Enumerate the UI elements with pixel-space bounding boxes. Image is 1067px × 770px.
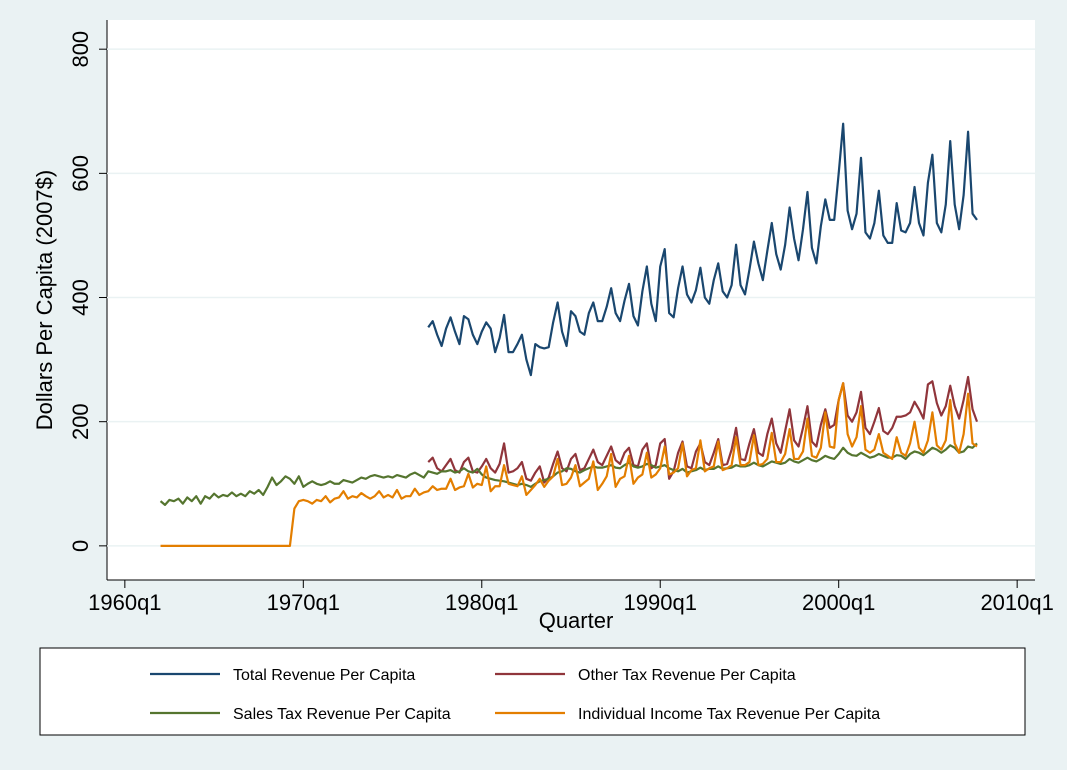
legend-label: Other Tax Revenue Per Capita [578, 667, 796, 684]
legend-label: Sales Tax Revenue Per Capita [233, 706, 451, 723]
x-tick-label: 2000q1 [802, 590, 875, 615]
y-tick-label: 0 [68, 540, 93, 552]
y-axis-title: Dollars Per Capita (2007$) [32, 170, 57, 430]
x-axis-title: Quarter [539, 608, 614, 633]
legend-label: Individual Income Tax Revenue Per Capita [578, 706, 880, 723]
x-tick-label: 1980q1 [445, 590, 518, 615]
y-tick-label: 200 [68, 403, 93, 440]
legend [39, 647, 1026, 736]
legend-entries: Total Revenue Per Capita Other Tax Revenu… [150, 667, 880, 723]
y-tick-label: 800 [68, 31, 93, 68]
series-line [160, 382, 978, 547]
series-line [427, 122, 978, 377]
series-line [159, 442, 978, 506]
y-tick-label: 400 [68, 279, 93, 316]
x-tick-label: 1990q1 [624, 590, 697, 615]
y-tick-label: 600 [68, 155, 93, 192]
x-tick-label: 1960q1 [88, 590, 161, 615]
legend-label: Total Revenue Per Capita [233, 667, 415, 684]
plot-area [107, 20, 1035, 580]
x-tick-label: 2010q1 [980, 590, 1053, 615]
x-tick-label: 1970q1 [267, 590, 340, 615]
